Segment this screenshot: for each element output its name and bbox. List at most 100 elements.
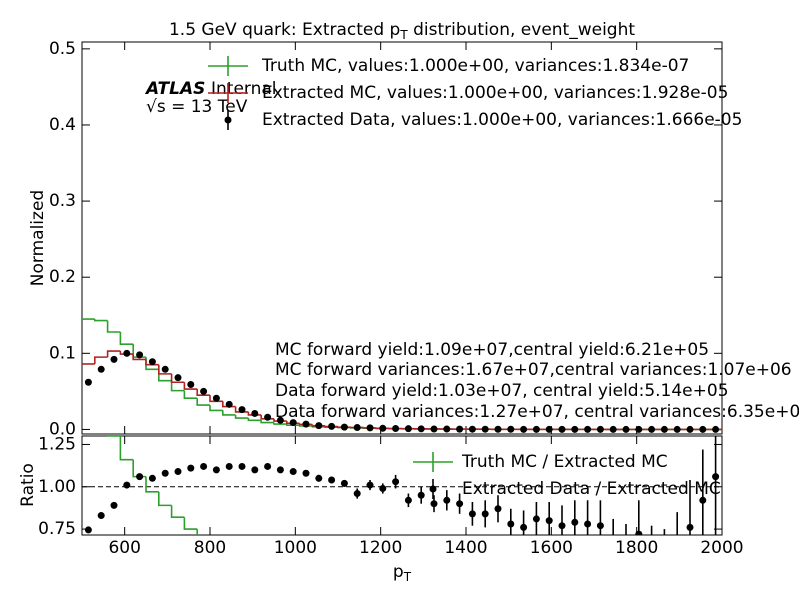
data-point xyxy=(264,462,272,470)
data-point xyxy=(507,425,515,433)
data-point xyxy=(494,425,502,433)
step-segment xyxy=(234,414,249,419)
data-point xyxy=(622,425,630,433)
data-point xyxy=(456,425,464,433)
x-tick-label: 2000 xyxy=(700,538,743,558)
step-segment xyxy=(260,420,274,424)
data-point xyxy=(648,425,656,433)
step-segment xyxy=(145,359,159,366)
data-point xyxy=(609,425,617,433)
y-tick-label: 0.1 xyxy=(49,343,76,363)
x-axis-label: pT xyxy=(393,562,412,584)
data-point xyxy=(200,462,208,470)
data-point xyxy=(596,425,604,433)
data-point xyxy=(520,523,528,531)
data-point xyxy=(353,490,361,498)
step-segment xyxy=(183,517,198,530)
data-point xyxy=(558,425,566,433)
data-point xyxy=(251,409,259,417)
data-point xyxy=(187,464,195,472)
data-point xyxy=(520,425,528,433)
legend-marker xyxy=(429,485,437,493)
data-point xyxy=(648,559,655,566)
data-point xyxy=(507,520,515,528)
data-point xyxy=(404,496,412,504)
step-segment xyxy=(209,405,223,412)
annotation: MC forward yield:1.09e+07,central yield:… xyxy=(275,340,709,360)
legend-label: Truth MC, values:1.000e+00, variances:1.… xyxy=(261,56,689,76)
data-point xyxy=(532,515,540,523)
y-tick-label: 0.2 xyxy=(49,267,76,287)
data-point xyxy=(225,400,233,408)
step-segment xyxy=(209,395,223,403)
annotation: MC forward variances:1.67e+07,central va… xyxy=(275,360,792,380)
x-tick-label: 1800 xyxy=(615,538,658,558)
experiment-label: ATLAS xyxy=(144,79,205,99)
data-point xyxy=(379,424,387,432)
data-point xyxy=(392,425,400,433)
data-point xyxy=(110,501,118,509)
x-tick-label: 1000 xyxy=(274,538,317,558)
step-segment xyxy=(170,505,185,519)
y-tick-label: 0.75 xyxy=(38,519,76,539)
data-point xyxy=(660,425,668,433)
axes-frame xyxy=(81,435,723,536)
data-point xyxy=(84,378,92,386)
data-point xyxy=(392,478,400,486)
data-point xyxy=(661,568,668,575)
data-point xyxy=(161,365,169,373)
data-point xyxy=(174,374,182,382)
data-point xyxy=(545,425,553,433)
legend-label: Extracted Data, values:1.000e+00, varian… xyxy=(262,110,742,130)
data-point xyxy=(264,413,272,421)
data-point xyxy=(674,551,681,558)
data-point xyxy=(532,425,540,433)
axes-frame xyxy=(81,41,723,435)
data-point xyxy=(712,425,720,433)
data-point xyxy=(443,496,451,504)
data-point xyxy=(686,425,694,433)
data-point xyxy=(584,425,592,433)
data-point xyxy=(302,469,310,477)
step-segment xyxy=(170,373,185,384)
step-segment xyxy=(273,422,287,425)
step-segment xyxy=(325,570,338,572)
data-point xyxy=(340,423,348,431)
data-point xyxy=(84,526,92,534)
legend-marker xyxy=(224,116,232,124)
y-tick-label: 0.5 xyxy=(49,39,76,59)
step-segment xyxy=(106,350,121,358)
data-point xyxy=(315,474,323,482)
data-point xyxy=(571,518,579,526)
chart-title: 1.5 GeV quark: Extracted pT distribution… xyxy=(169,20,635,42)
legend-label: Truth MC / Extracted MC xyxy=(461,452,668,472)
data-point xyxy=(686,523,694,531)
data-point xyxy=(212,466,220,474)
step-segment xyxy=(106,436,121,437)
data-point xyxy=(584,520,592,528)
data-point xyxy=(289,419,297,427)
data-point xyxy=(712,473,720,481)
step-segment xyxy=(158,364,172,375)
step-segment xyxy=(183,390,198,400)
step-segment xyxy=(106,320,121,333)
y-tick-label: 0.3 xyxy=(49,191,76,211)
y-tick-label: 0.4 xyxy=(49,115,76,135)
data-point xyxy=(200,387,208,395)
data-point xyxy=(481,510,489,518)
data-point xyxy=(558,522,566,530)
data-point xyxy=(136,351,144,359)
step-segment xyxy=(119,436,134,461)
x-tick-label: 1200 xyxy=(359,538,402,558)
data-point xyxy=(468,425,476,433)
data-point xyxy=(148,358,156,366)
step-segment xyxy=(300,566,313,568)
step-segment xyxy=(170,380,185,392)
data-point xyxy=(481,425,489,433)
data-point xyxy=(494,505,502,513)
data-point xyxy=(699,496,707,504)
data-point xyxy=(328,422,336,430)
x-tick-label: 1400 xyxy=(444,538,487,558)
data-point xyxy=(187,381,195,389)
data-point xyxy=(174,468,182,476)
